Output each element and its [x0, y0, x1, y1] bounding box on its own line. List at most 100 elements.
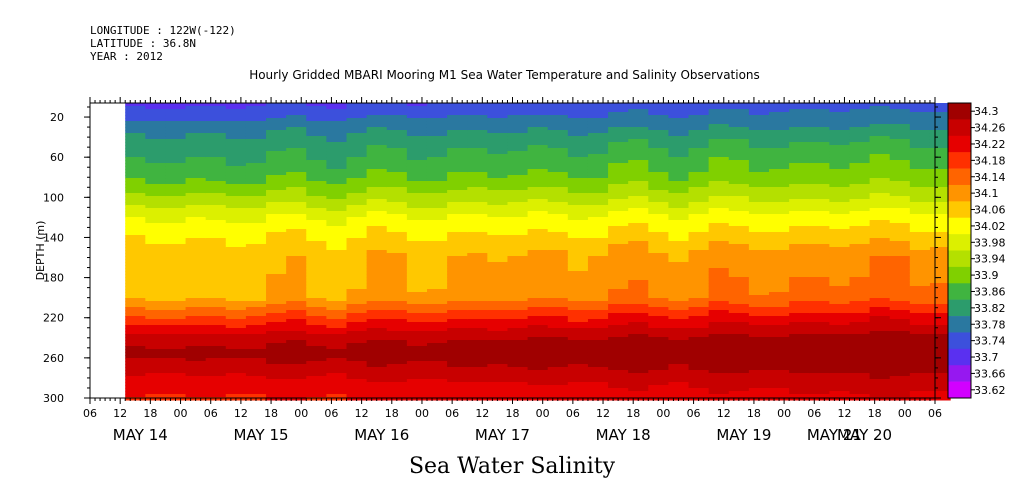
- heatmap-cell: [547, 109, 569, 113]
- heatmap-cell: [507, 187, 529, 191]
- heatmap-cell: [346, 361, 368, 365]
- heatmap-cell: [366, 136, 388, 140]
- heatmap-cell: [346, 301, 368, 305]
- heatmap-cell: [547, 382, 569, 386]
- heatmap-cell: [608, 199, 629, 203]
- heatmap-cell: [225, 115, 247, 119]
- heatmap-cell: [507, 286, 529, 290]
- heatmap-cell: [527, 214, 549, 218]
- heatmap-cell: [769, 358, 790, 362]
- heatmap-cell: [809, 205, 830, 209]
- heatmap-cell: [145, 187, 167, 191]
- heatmap-cell: [165, 124, 187, 128]
- heatmap-cell: [507, 334, 529, 338]
- heatmap-cell: [447, 355, 468, 359]
- heatmap-cell: [245, 196, 267, 200]
- heatmap-cell: [487, 265, 509, 269]
- heatmap-cell: [205, 172, 227, 176]
- heatmap-cell: [366, 244, 388, 248]
- heatmap-cell: [748, 160, 770, 164]
- heatmap-cell: [889, 202, 911, 206]
- heatmap-cell: [205, 163, 227, 167]
- heatmap-cell: [748, 379, 770, 383]
- x-tick-label: 00: [294, 407, 308, 420]
- heatmap-cell: [869, 241, 891, 245]
- heatmap-cell: [809, 217, 830, 221]
- heatmap-cell: [909, 148, 931, 152]
- heatmap-cell: [809, 160, 830, 164]
- heatmap-cell: [728, 103, 750, 107]
- heatmap-cell: [306, 181, 327, 185]
- heatmap-cell: [346, 187, 368, 191]
- x-date-label: MAY 19: [716, 426, 771, 444]
- heatmap-cell: [426, 310, 448, 314]
- heatmap-cell: [789, 391, 810, 395]
- heatmap-cell: [125, 223, 146, 227]
- heatmap-cell: [306, 196, 327, 200]
- heatmap-cell: [266, 310, 287, 314]
- heatmap-cell: [245, 385, 267, 389]
- heatmap-cell: [366, 103, 388, 107]
- heatmap-cell: [145, 388, 167, 392]
- heatmap-cell: [608, 244, 629, 248]
- heatmap-cell: [587, 229, 609, 233]
- heatmap-cell: [145, 157, 167, 161]
- heatmap-cell: [849, 124, 871, 128]
- heatmap-cell: [386, 142, 408, 146]
- heatmap-cell: [205, 103, 227, 107]
- heatmap-cell: [185, 265, 207, 269]
- heatmap-cell: [929, 169, 951, 173]
- heatmap-cell: [547, 316, 569, 320]
- heatmap-cell: [688, 130, 710, 134]
- heatmap-cell: [587, 166, 609, 170]
- heatmap-cell: [185, 241, 207, 245]
- heatmap-cell: [306, 274, 327, 278]
- heatmap-cell: [648, 385, 670, 389]
- heatmap-cell: [648, 103, 670, 107]
- heatmap-cell: [849, 184, 871, 188]
- heatmap-cell: [869, 340, 891, 344]
- heatmap-cell: [266, 223, 287, 227]
- heatmap-cell: [789, 139, 810, 143]
- heatmap-cell: [628, 313, 649, 317]
- heatmap-cell: [406, 154, 428, 158]
- heatmap-cell: [567, 334, 589, 338]
- heatmap-cell: [889, 190, 911, 194]
- heatmap-cell: [266, 313, 287, 317]
- heatmap-cell: [125, 121, 146, 125]
- heatmap-cell: [608, 214, 629, 218]
- heatmap-cell: [447, 193, 468, 197]
- heatmap-cell: [909, 220, 931, 224]
- heatmap-cell: [507, 247, 529, 251]
- heatmap-cell: [306, 388, 327, 392]
- heatmap-cell: [889, 313, 911, 317]
- heatmap-cell: [386, 265, 408, 269]
- heatmap-cell: [829, 154, 851, 158]
- heatmap-cell: [406, 136, 428, 140]
- heatmap-cell: [406, 256, 428, 260]
- heatmap-cell: [628, 274, 649, 278]
- heatmap-cell: [487, 178, 509, 182]
- heatmap-cell: [426, 349, 448, 353]
- heatmap-cell: [809, 244, 830, 248]
- heatmap-cell: [809, 103, 830, 107]
- heatmap-cell: [628, 181, 649, 185]
- heatmap-cell: [245, 157, 267, 161]
- heatmap-cell: [326, 151, 348, 155]
- heatmap-cell: [668, 352, 690, 356]
- heatmap-cell: [547, 118, 569, 122]
- heatmap-cell: [708, 370, 730, 374]
- heatmap-cell: [205, 181, 227, 185]
- heatmap-cell: [869, 214, 891, 218]
- heatmap-cell: [366, 364, 388, 368]
- heatmap-cell: [587, 253, 609, 257]
- heatmap-cell: [426, 220, 448, 224]
- heatmap-cell: [386, 259, 408, 263]
- heatmap-cell: [769, 247, 790, 251]
- heatmap-cell: [266, 199, 287, 203]
- heatmap-cell: [467, 259, 488, 263]
- heatmap-cell: [829, 328, 851, 332]
- heatmap-cell: [406, 391, 428, 395]
- heatmap-cell: [929, 154, 951, 158]
- heatmap-cell: [608, 304, 629, 308]
